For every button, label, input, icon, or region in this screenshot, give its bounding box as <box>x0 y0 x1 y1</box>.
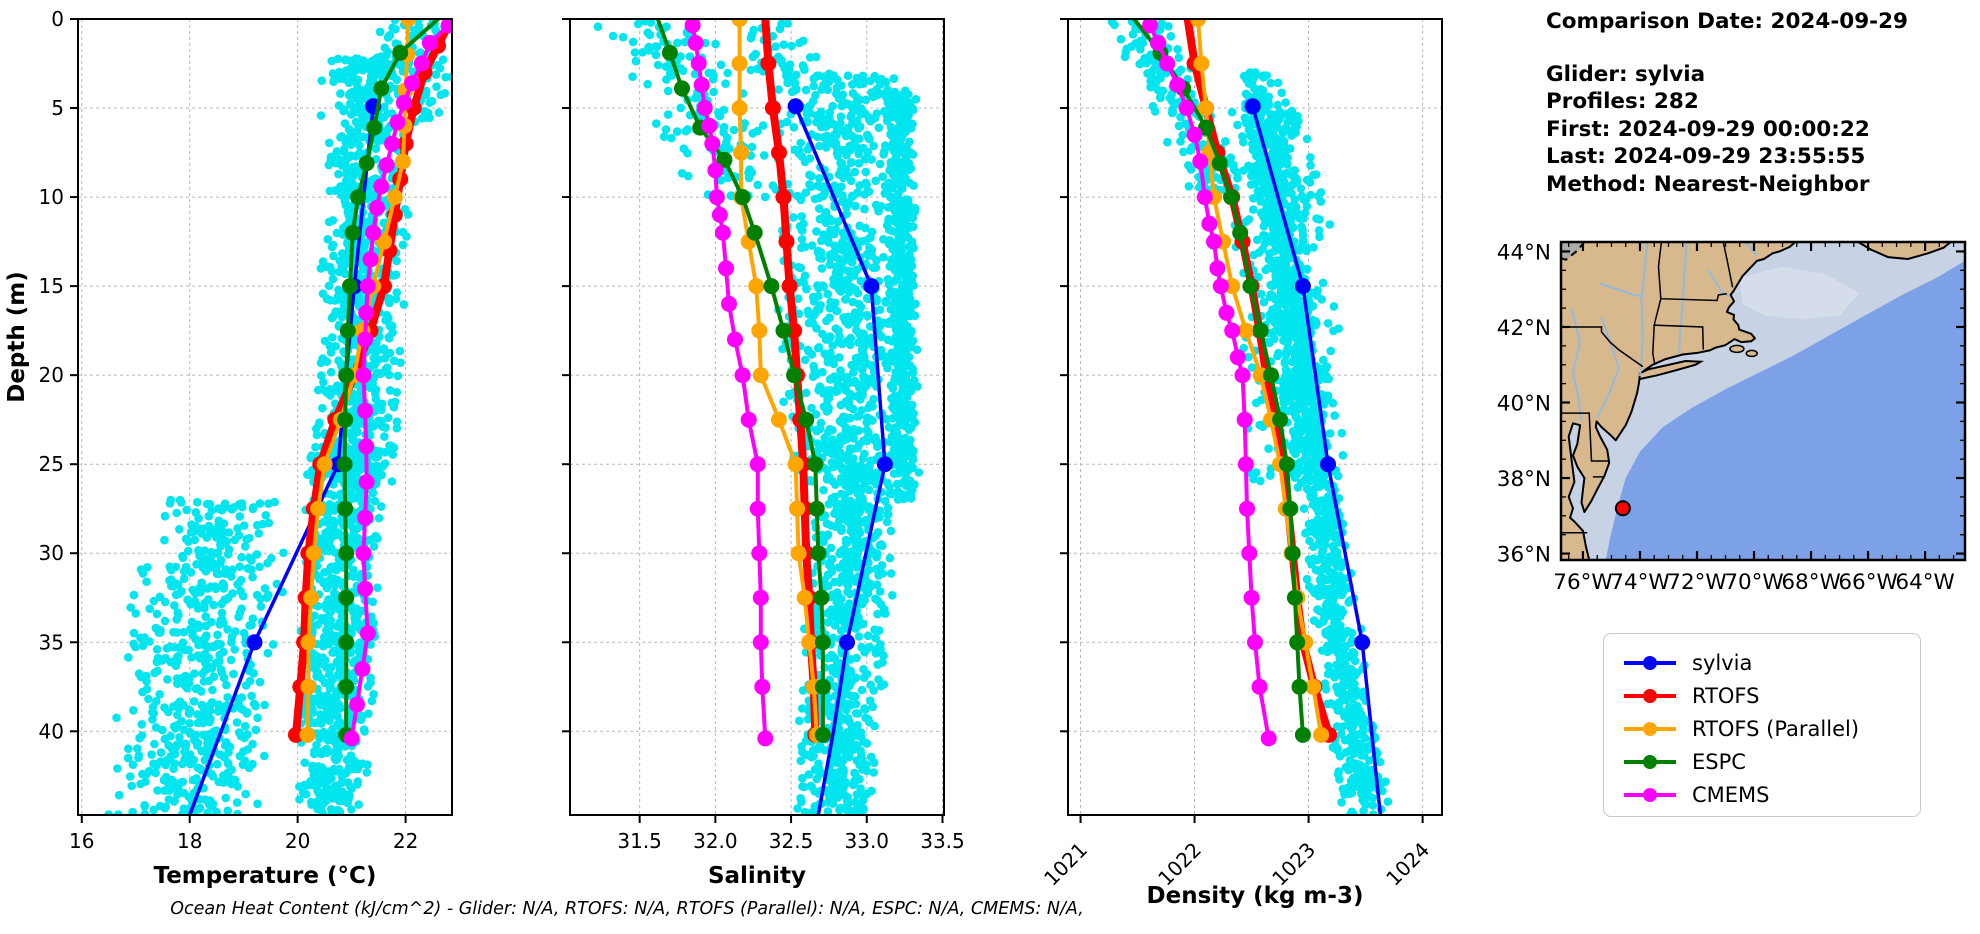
tick-labels: 31.5 32.0 32.5 33.0 33.5 <box>617 829 964 853</box>
map-tick-labels: 44°N42°N40°N38°N36°N76°W74°W72°W70°W68°W… <box>1497 240 1955 595</box>
svg-text:5: 5 <box>51 96 64 120</box>
state-borders <box>1561 242 1734 534</box>
info-block: Comparison Date: 2024-09-29 Glider: sylv… <box>1546 8 1976 198</box>
rtofs-parallel-line-marker-swatch <box>1624 721 1676 737</box>
glider-name-text: Glider: sylvia <box>1546 61 1706 87</box>
legend-item-sylvia: sylvia <box>1624 646 1920 679</box>
svg-text:30: 30 <box>39 541 64 565</box>
x-axis-label: Temperature (°C) <box>154 863 377 889</box>
legend-label: RTOFS <box>1692 683 1760 708</box>
international-border <box>1561 242 1586 261</box>
axis-ticks <box>562 18 944 823</box>
svg-text:35: 35 <box>39 630 64 654</box>
map-frame <box>1559 240 1967 562</box>
cmems-line-marker-swatch <box>1624 787 1676 803</box>
axis-ticks <box>1060 18 1424 823</box>
salinity-panel: 31.5 32.0 32.5 33.0 33.5 Salinity <box>562 18 965 889</box>
mainland-coastline <box>1561 242 1797 560</box>
series-ESPC <box>1132 19 1311 743</box>
series-CMEMS <box>1142 19 1277 747</box>
info-spacer <box>1546 36 1976 61</box>
x-axis-label: Salinity <box>708 863 806 889</box>
long-island <box>1638 359 1705 381</box>
nantucket-island <box>1745 349 1758 358</box>
svg-text:25: 25 <box>39 452 64 476</box>
svg-text:0: 0 <box>51 7 64 31</box>
last-profile-text: Last: 2024-09-29 23:55:55 <box>1546 144 1866 169</box>
series-sylvia <box>787 98 893 815</box>
svg-text:20: 20 <box>39 363 64 387</box>
y-axis-label: Depth (m) <box>4 271 30 403</box>
lake-ontario <box>1561 242 1585 259</box>
series-ESPC <box>655 19 831 743</box>
series-CMEMS <box>343 19 452 747</box>
gulf-of-maine-shallow-patch <box>1739 266 1860 320</box>
svg-text:40: 40 <box>39 719 64 743</box>
map-panel: 44°N42°N40°N38°N36°N76°W74°W72°W70°W68°W… <box>1497 240 1967 595</box>
svg-text:31.5: 31.5 <box>617 829 662 853</box>
rtofs-line-marker-swatch <box>1624 688 1676 704</box>
ohc-caption: Ocean Heat Content (kJ/cm^2) - Glider: N… <box>170 899 1084 919</box>
x-axis-label: Density (kg m-3) <box>1147 883 1364 909</box>
series-CMEMS <box>684 19 774 747</box>
sylvia-line-marker-swatch <box>1624 655 1676 671</box>
legend: sylvia RTOFS RTOFS (Parallel) ESPC CMEMS <box>1603 633 1921 817</box>
glider-scatter <box>593 19 924 815</box>
legend-label: ESPC <box>1692 749 1746 774</box>
method-text: Method: Nearest-Neighbor <box>1546 171 1870 197</box>
svg-text:22: 22 <box>393 829 418 853</box>
axis-ticks <box>70 18 407 823</box>
map-graphics <box>1561 242 1965 560</box>
espc-line-marker-swatch <box>1624 754 1676 770</box>
tick-labels: 16 18 20 22 0 5 10 15 20 25 30 35 40 <box>39 7 419 853</box>
svg-text:18: 18 <box>177 829 202 853</box>
legend-label: CMEMS <box>1692 782 1770 807</box>
first-profile-text: First: 2024-09-29 00:00:22 <box>1546 116 1870 142</box>
profiles-count-text: Profiles: 282 <box>1546 89 1699 114</box>
svg-text:10: 10 <box>39 185 64 209</box>
rivers <box>1570 242 1758 422</box>
legend-item-rtofs-parallel: RTOFS (Parallel) <box>1624 712 1920 745</box>
svg-text:16: 16 <box>69 829 94 853</box>
svg-text:33.0: 33.0 <box>845 829 890 853</box>
marthas-vineyard-island <box>1729 344 1745 354</box>
panel-frame <box>1067 18 1443 816</box>
comparison-date-text: Comparison Date: 2024-09-29 <box>1546 9 1909 34</box>
legend-item-rtofs: RTOFS <box>1624 679 1920 712</box>
legend-label: sylvia <box>1692 650 1753 675</box>
svg-text:32.5: 32.5 <box>769 829 814 853</box>
glider-location-marker <box>1614 500 1631 517</box>
svg-text:20: 20 <box>285 829 310 853</box>
series-ESPC <box>336 19 440 743</box>
deep-ocean-region <box>1605 260 1965 560</box>
legend-item-espc: ESPC <box>1624 745 1920 778</box>
legend-label: RTOFS (Parallel) <box>1692 716 1860 741</box>
temperature-panel: 16 18 20 22 0 5 10 15 20 25 30 35 40 Temperature (°C)… <box>4 7 453 889</box>
svg-text:32.0: 32.0 <box>693 829 738 853</box>
panel-frame <box>569 18 945 816</box>
panel-frame <box>77 18 453 816</box>
legend-item-cmems: CMEMS <box>1624 778 1920 811</box>
svg-text:33.5: 33.5 <box>920 829 965 853</box>
svg-text:15: 15 <box>39 274 64 298</box>
series-sylvia <box>1244 98 1383 815</box>
map-ticks <box>1561 242 1965 560</box>
